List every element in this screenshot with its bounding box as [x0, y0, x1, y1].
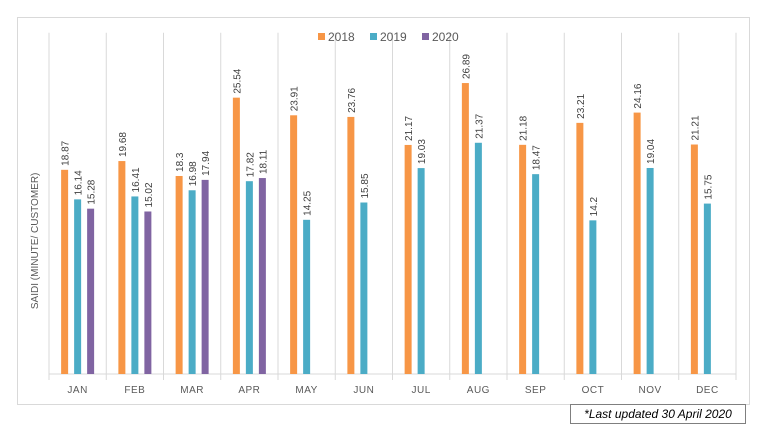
- bar-mar-2020: [201, 179, 209, 374]
- data-label-jul-2019: 19.03: [417, 139, 428, 164]
- data-label-sep-2018: 21.18: [519, 115, 530, 140]
- legend-label-2019: 2019: [380, 30, 407, 44]
- bar-aug-2018: [461, 83, 469, 374]
- data-label-nov-2019: 19.04: [646, 139, 657, 164]
- x-tick-label-sep: SEP: [525, 385, 547, 396]
- y-axis-title: SAIDI (MINUTE/ CUSTOMER): [30, 173, 41, 309]
- x-tick-label-dec: DEC: [696, 385, 719, 396]
- data-label-oct-2019: 14.2: [589, 196, 600, 216]
- bar-mar-2018: [175, 175, 183, 374]
- data-label-feb-2020: 15.02: [144, 182, 155, 207]
- data-label-feb-2018: 19.68: [118, 132, 129, 157]
- bar-jan-2020: [87, 208, 95, 374]
- x-tick-label-oct: OCT: [582, 385, 605, 396]
- data-label-apr-2018: 25.54: [232, 68, 243, 93]
- data-label-aug-2018: 26.89: [461, 54, 472, 79]
- legend-label-2020: 2020: [432, 30, 459, 44]
- bar-may-2018: [290, 115, 298, 375]
- data-label-dec-2019: 15.75: [703, 174, 714, 199]
- bar-feb-2019: [131, 196, 139, 374]
- bar-jun-2018: [347, 116, 355, 374]
- bar-nov-2018: [633, 112, 641, 374]
- bar-oct-2019: [589, 220, 597, 374]
- x-tick-label-jul: JUL: [411, 385, 430, 396]
- data-label-oct-2018: 23.21: [576, 93, 587, 118]
- data-label-jun-2018: 23.76: [347, 87, 358, 112]
- x-tick-label-aug: AUG: [467, 385, 490, 396]
- bar-sep-2018: [519, 144, 527, 374]
- bar-jul-2019: [417, 168, 425, 374]
- data-label-may-2018: 23.91: [290, 86, 301, 111]
- legend-swatch-2018: [318, 33, 325, 40]
- bar-feb-2020: [144, 211, 152, 374]
- bar-jan-2018: [61, 169, 69, 374]
- legend-swatch-2020: [422, 33, 429, 40]
- bar-nov-2019: [646, 167, 654, 374]
- x-tick-label-may: MAY: [295, 385, 317, 396]
- data-label-jul-2018: 21.17: [404, 115, 415, 140]
- bar-jul-2018: [404, 144, 412, 374]
- bar-apr-2020: [258, 178, 266, 374]
- bar-mar-2019: [188, 190, 196, 374]
- data-label-jan-2019: 16.14: [74, 170, 85, 195]
- legend-label-2018: 2018: [328, 30, 355, 44]
- data-label-apr-2020: 18.11: [258, 149, 269, 174]
- bar-dec-2019: [703, 203, 711, 374]
- data-label-nov-2018: 24.16: [633, 83, 644, 108]
- data-label-mar-2019: 16.98: [188, 161, 199, 186]
- data-label-may-2019: 14.25: [303, 190, 314, 215]
- legend-swatch-2019: [370, 33, 377, 40]
- data-label-jun-2019: 15.85: [360, 173, 371, 198]
- bar-apr-2018: [232, 97, 240, 375]
- data-label-jan-2020: 15.28: [87, 179, 98, 204]
- data-label-jan-2018: 18.87: [61, 140, 72, 165]
- data-label-sep-2019: 18.47: [532, 145, 543, 170]
- data-label-mar-2018: 18.3: [175, 152, 186, 172]
- x-tick-label-nov: NOV: [639, 385, 662, 396]
- data-label-dec-2018: 21.21: [690, 115, 701, 140]
- bar-feb-2018: [118, 161, 126, 374]
- bar-jan-2019: [74, 199, 82, 374]
- x-tick-label-mar: MAR: [180, 385, 204, 396]
- bar-may-2019: [303, 219, 311, 374]
- x-tick-label-feb: FEB: [124, 385, 145, 396]
- bar-dec-2018: [690, 144, 698, 374]
- bar-oct-2018: [576, 122, 584, 374]
- bar-aug-2019: [474, 142, 482, 374]
- bar-sep-2019: [532, 174, 540, 374]
- data-label-mar-2020: 17.94: [201, 150, 212, 175]
- data-label-feb-2019: 16.41: [131, 167, 142, 192]
- x-tick-label-jan: JAN: [67, 385, 87, 396]
- last-updated-note: *Last updated 30 April 2020: [570, 404, 746, 424]
- chart-area: SAIDI (MINUTE/ CUSTOMER) 18.87 16.14 15.28 J…: [17, 17, 750, 405]
- bar-jun-2019: [360, 202, 368, 374]
- data-label-apr-2019: 17.82: [245, 152, 256, 177]
- x-tick-label-apr: APR: [238, 385, 260, 396]
- x-tick-label-jun: JUN: [353, 385, 374, 396]
- data-label-aug-2019: 21.37: [474, 113, 485, 138]
- bar-apr-2019: [245, 181, 253, 374]
